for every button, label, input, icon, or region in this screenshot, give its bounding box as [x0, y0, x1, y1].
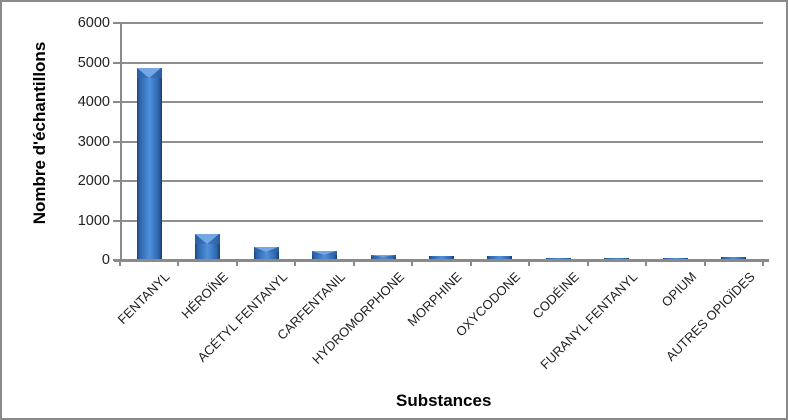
y-tick-label-3000: 3000 [77, 133, 110, 150]
y-tick-6000 [113, 22, 120, 24]
bar-cap-carfentanil [312, 250, 338, 255]
y-tick-label-5000: 5000 [77, 54, 110, 71]
x-tick-1 [177, 261, 180, 266]
bar-cap-hydromorphone [370, 255, 396, 258]
x-tick-8 [586, 261, 589, 266]
x-axis-line [114, 259, 769, 262]
x-axis-label-morphine: MORPHINE [404, 269, 466, 330]
x-axis-label-codeine: CODÉINE [529, 269, 583, 322]
bar-cap-acetyl-fentanyl [253, 247, 279, 253]
x-tick-6 [469, 261, 472, 266]
bar-cap-fentanyl [136, 68, 162, 79]
bar-cap-highlight [136, 68, 161, 79]
bar-morphine [429, 256, 454, 260]
y-tick-label-1000: 1000 [77, 212, 110, 229]
bar-cap-highlight [253, 247, 278, 253]
bar-carfentanil [312, 250, 338, 260]
y-tick-4000 [113, 101, 120, 103]
gridline-2000 [120, 180, 763, 182]
y-tick-label-0: 0 [101, 252, 110, 268]
x-tick-2 [235, 261, 238, 266]
x-tick-9 [645, 261, 648, 266]
x-tick-3 [294, 261, 297, 266]
y-tick-5000 [113, 61, 120, 64]
x-axis-label-furanyl-fentanyl: FURANYL FENTANYL [537, 269, 641, 373]
bar-cap-highlight [312, 250, 337, 255]
bar-hydromorphone [370, 255, 396, 260]
x-tick-0 [119, 261, 121, 266]
y-tick-label-6000: 6000 [77, 15, 110, 31]
y-axis-title: Nombre d'échantillons [30, 41, 49, 225]
bar-cap-highlight [195, 233, 220, 244]
bar-acetyl-fentanyl [253, 247, 279, 260]
bar-codeine [545, 257, 571, 260]
x-tick-11 [762, 261, 764, 266]
bar-cap-heroine [195, 233, 221, 244]
y-tick-1000 [113, 219, 120, 222]
y-tick-label-4000: 4000 [77, 94, 110, 110]
bar-fentanyl [136, 68, 162, 260]
gridline-1000 [120, 219, 763, 222]
x-tick-7 [528, 261, 531, 266]
y-tick-label-2000: 2000 [77, 173, 110, 189]
y-axis-line [120, 23, 122, 262]
x-axis-label-opium: OPIUM [658, 269, 699, 310]
x-tick-5 [411, 261, 414, 266]
gridline-4000 [120, 101, 763, 103]
x-axis-title: Substances [396, 391, 492, 410]
x-tick-4 [352, 261, 355, 266]
x-tick-10 [703, 261, 706, 266]
x-axis-label-heroine: HÉROÏNE [178, 269, 232, 322]
y-tick-2000 [113, 180, 120, 182]
x-axis-label-fentanyl: FENTANYL [114, 269, 173, 327]
bar-cap-highlight [370, 255, 395, 258]
gridline-5000 [120, 61, 763, 64]
bar-furanyl-fentanyl [604, 257, 630, 260]
y-tick-3000 [113, 140, 120, 143]
gridline-3000 [120, 140, 763, 143]
bar-heroine [195, 233, 221, 260]
bar-autres-opioides [721, 256, 747, 260]
bar-oxycodone [487, 255, 513, 260]
gridline-6000 [120, 22, 763, 24]
